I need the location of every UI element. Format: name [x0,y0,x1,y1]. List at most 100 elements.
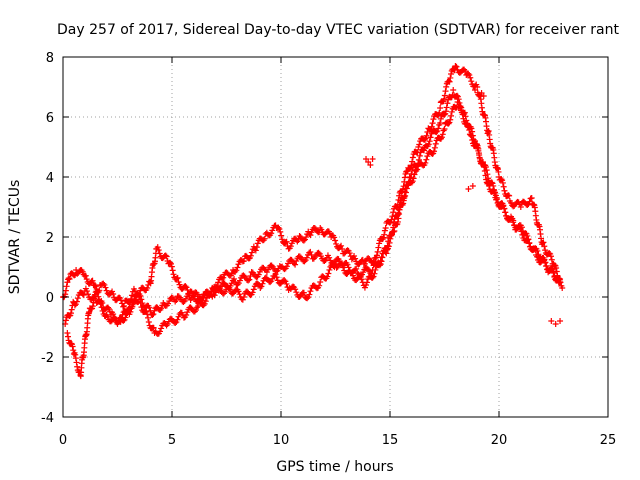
data-point [301,258,308,265]
data-point [175,293,182,300]
data-point [361,284,368,291]
data-point [236,291,243,298]
data-point [403,168,410,175]
data-point [476,154,483,161]
data-point [318,226,325,233]
data-point [176,281,183,288]
x-axis-title: GPS time / hours [276,459,393,475]
data-point [235,261,242,268]
data-point [91,295,98,302]
data-point [385,243,392,250]
data-point [483,176,490,183]
data-point [167,259,174,266]
data-point [316,282,323,289]
data-point [283,263,290,270]
data-point [182,295,189,302]
data-point [300,237,307,244]
data-point [344,261,351,268]
data-point [273,274,280,281]
data-point [279,236,286,243]
data-point [246,276,253,283]
data-point [182,283,189,290]
data-point [542,259,549,266]
data-point [380,234,387,241]
data-point [480,93,487,99]
data-point [441,126,448,132]
data-point [348,269,355,276]
data-point [73,359,80,366]
data-point [230,290,237,297]
data-point [503,212,510,219]
data-point [127,308,134,315]
data-point [526,239,533,246]
data-point [96,287,103,294]
data-point [168,263,175,270]
data-point [348,256,355,263]
data-point [465,70,472,77]
data-point [409,158,416,165]
data-point [454,92,461,99]
data-point [437,120,444,126]
data-point [248,249,255,256]
data-point [158,305,165,312]
data-point [552,321,559,327]
data-point [234,264,241,271]
data-point [527,243,534,250]
data-point [83,288,90,295]
data-point [98,304,105,311]
data-point [463,117,470,124]
data-point [475,150,482,157]
data-point [534,247,541,254]
data-point [485,180,492,186]
data-point [125,299,132,306]
data-point [255,271,262,278]
data-point [548,256,555,263]
data-point [457,103,464,110]
data-point [339,246,346,252]
data-point [68,306,75,313]
data-point [369,156,376,162]
data-point [100,280,107,287]
data-point [66,276,73,282]
data-point [437,105,444,111]
data-point [239,296,246,303]
data-point [68,340,75,347]
data-point [324,273,331,280]
data-point [555,276,562,283]
data-point [326,266,333,273]
data-point [441,95,448,102]
data-point [550,270,557,276]
data-point [547,253,554,260]
data-point [472,87,479,93]
data-point [469,128,476,135]
data-point [440,127,447,134]
data-point [421,136,428,143]
data-point [439,131,446,138]
data-point [462,113,469,120]
data-point [90,299,97,306]
data-point [370,273,377,280]
data-point [379,254,386,261]
chart-title: Day 257 of 2017, Sidereal Day-to-day VTE… [57,22,619,38]
data-point [479,160,486,167]
data-point [337,260,344,267]
data-point [332,237,339,244]
data-point [172,320,179,327]
data-point [275,224,282,231]
data-point [70,347,77,354]
data-point [89,303,96,310]
data-point [452,63,459,69]
data-point [102,284,109,291]
data-point [340,264,347,271]
data-point [124,307,131,314]
data-point [430,116,437,123]
data-point [450,87,457,93]
data-point [381,231,388,238]
data-point [104,313,111,320]
data-point [506,192,513,199]
y-tick-label: 2 [46,231,54,246]
data-point [129,301,136,308]
data-point [333,240,340,247]
data-point [482,172,489,179]
